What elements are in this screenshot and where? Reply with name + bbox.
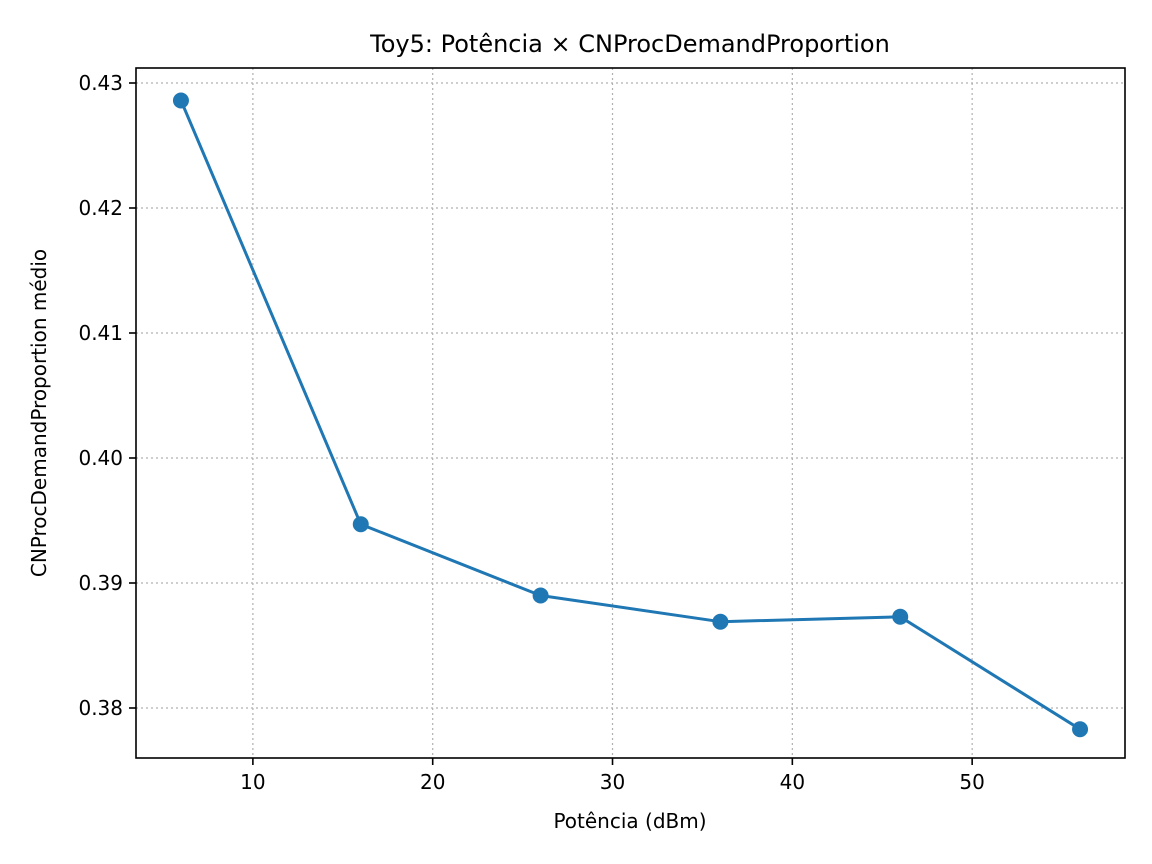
x-tick-label: 20 [420, 770, 445, 794]
data-point [892, 608, 909, 625]
y-axis: 0.38 0.39 0.40 0.41 0.42 0.43 [78, 71, 136, 720]
series-layer [172, 92, 1089, 738]
y-tick-label: 0.43 [78, 71, 123, 95]
x-tick-label: 30 [600, 770, 625, 794]
x-tick-label: 10 [240, 770, 265, 794]
data-point [712, 613, 729, 630]
data-point [352, 516, 369, 533]
plot-area-frame [135, 67, 1126, 759]
data-point [1072, 721, 1089, 738]
y-tick-label: 0.40 [78, 446, 123, 470]
x-tick-label: 50 [959, 770, 984, 794]
y-tick-label: 0.39 [78, 571, 123, 595]
chart-title: Toy5: Potência × CNProcDemandProportion [369, 30, 890, 58]
y-tick-label: 0.41 [78, 321, 123, 345]
data-point [532, 587, 549, 604]
x-axis-label: Potência (dBm) [553, 809, 706, 833]
x-tick-label: 40 [780, 770, 805, 794]
series-line [179, 99, 1081, 731]
data-point [172, 92, 189, 109]
grid-lines [136, 68, 1125, 758]
y-tick-label: 0.38 [78, 696, 123, 720]
y-axis-label: CNProcDemandProportion médio [27, 249, 51, 577]
y-tick-label: 0.42 [78, 196, 123, 220]
x-axis: 10 20 30 40 50 [240, 758, 985, 794]
